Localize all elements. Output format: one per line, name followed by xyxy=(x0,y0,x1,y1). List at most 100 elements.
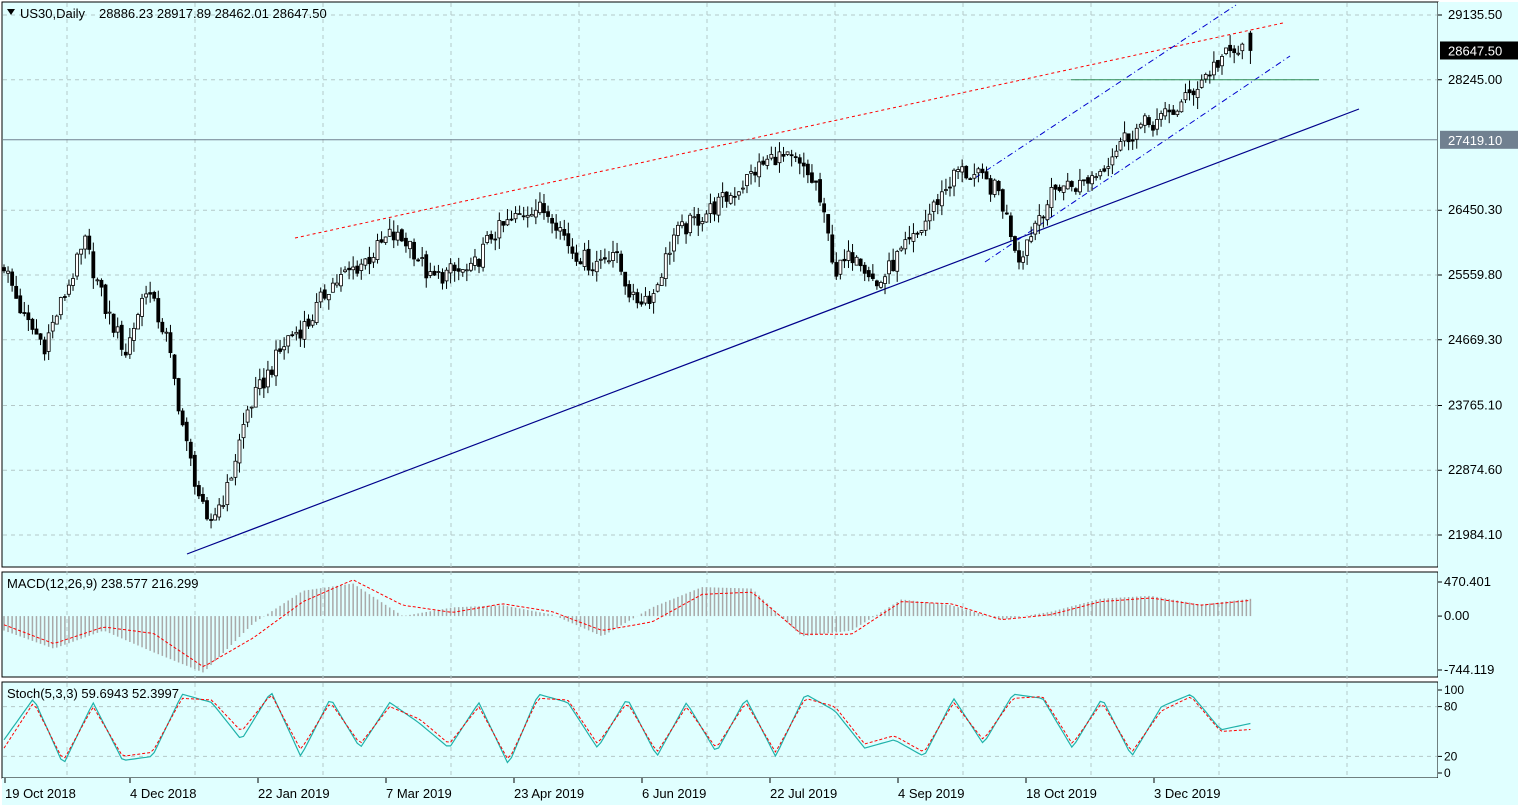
bull-candle xyxy=(387,228,392,237)
bear-candle xyxy=(42,339,47,355)
bull-candle xyxy=(473,256,477,266)
bear-candle xyxy=(1004,212,1009,215)
bear-candle xyxy=(347,267,352,271)
macd-series xyxy=(3,579,1252,673)
bull-candle xyxy=(310,320,315,326)
bull-candle xyxy=(225,482,230,506)
bull-candle xyxy=(351,266,356,271)
bull-candle xyxy=(1045,204,1050,221)
bear-candle xyxy=(26,312,31,321)
bull-candle xyxy=(927,213,932,222)
bull-candle xyxy=(956,169,960,172)
bear-candle xyxy=(148,292,153,295)
bear-candle xyxy=(996,180,1001,192)
bull-candle xyxy=(1134,127,1139,140)
bull-candle xyxy=(1195,88,1200,99)
bear-candle xyxy=(416,259,421,262)
bear-candle xyxy=(501,221,506,226)
stoch-main-line xyxy=(3,692,1251,764)
bull-candle xyxy=(164,331,169,334)
bull-candle xyxy=(663,253,668,279)
bull-candle xyxy=(704,213,709,223)
bear-candle xyxy=(509,218,514,221)
bull-candle xyxy=(241,424,246,439)
bull-candle xyxy=(408,240,412,250)
ohlc-values: 28886.23 28917.89 28462.01 28647.50 xyxy=(99,6,327,21)
bull-candle xyxy=(1142,115,1147,126)
bull-candle xyxy=(611,252,615,261)
bear-candle xyxy=(521,215,526,218)
bull-candle xyxy=(249,406,254,409)
bull-candle xyxy=(598,258,603,261)
bull-candle xyxy=(879,282,883,288)
bear-candle xyxy=(562,229,567,236)
bear-candle xyxy=(623,271,628,287)
bear-candle xyxy=(1008,215,1013,237)
time-tick-label: 19 Oct 2018 xyxy=(5,786,76,801)
bull-candle xyxy=(895,251,900,272)
bull-candle xyxy=(960,166,965,173)
bear-candle xyxy=(261,377,266,389)
macd-tick-label: -744.119 xyxy=(1444,662,1494,677)
bull-candle xyxy=(217,504,222,518)
bear-candle xyxy=(810,172,814,183)
bear-candle xyxy=(119,324,124,350)
price-tick-label: 25559.80 xyxy=(1448,267,1502,282)
bear-candle xyxy=(773,156,778,166)
stoch-tick-label: 20 xyxy=(1444,749,1458,763)
bear-candle xyxy=(270,369,274,375)
bear-candle xyxy=(1053,184,1058,190)
bull-candle xyxy=(265,369,270,388)
bull-candle xyxy=(339,274,343,287)
bear-candle xyxy=(814,180,818,183)
bear-candle xyxy=(1228,44,1233,52)
bull-candle xyxy=(395,231,400,241)
bear-candle xyxy=(546,211,550,217)
bull-candle xyxy=(144,293,149,298)
bull-candle xyxy=(359,263,364,271)
bear-candle xyxy=(842,258,847,262)
bear-candle xyxy=(1073,188,1078,192)
bull-candle xyxy=(1155,119,1159,130)
triangle-down-icon[interactable] xyxy=(7,9,15,15)
bull-candle xyxy=(558,227,563,232)
bear-candle xyxy=(306,318,311,327)
bear-candle xyxy=(399,229,404,242)
bull-candle xyxy=(513,213,518,220)
bull-candle xyxy=(420,257,425,260)
current-price-tag xyxy=(1440,41,1518,60)
bull-candle xyxy=(777,151,782,164)
bear-candle xyxy=(180,410,185,426)
bear-candle xyxy=(404,237,408,247)
channel-upper-line xyxy=(974,4,1237,179)
bear-candle xyxy=(1191,90,1196,96)
bull-candle xyxy=(237,439,242,464)
bull-candle xyxy=(233,460,238,478)
bear-candle xyxy=(1082,179,1086,182)
bull-candle xyxy=(318,291,323,303)
bull-candle xyxy=(899,247,904,251)
current-price-label: 28647.50 xyxy=(1448,43,1502,58)
bull-candle xyxy=(294,331,299,335)
bear-candle xyxy=(980,168,985,174)
macd-tick-label: 0.00 xyxy=(1444,608,1469,623)
bull-candle xyxy=(741,187,745,190)
bull-candle xyxy=(749,171,753,174)
macd-tick-label: 470.401 xyxy=(1444,574,1491,589)
bull-candle xyxy=(939,191,944,207)
stoch-title: Stoch(5,3,3) 59.6943 52.3997 xyxy=(7,686,179,701)
bull-candle xyxy=(976,168,981,174)
bull-candle xyxy=(1025,239,1030,256)
time-tick-label: 3 Dec 2019 xyxy=(1154,786,1221,801)
bull-candle xyxy=(757,161,762,178)
bull-candle xyxy=(972,174,977,179)
bull-candle xyxy=(1183,92,1188,101)
bull-candle xyxy=(330,282,335,293)
bull-candle xyxy=(688,214,693,234)
bear-candle xyxy=(793,156,798,159)
stoch-signal-line xyxy=(3,695,1251,760)
macd-title: MACD(12,26,9) 238.577 216.299 xyxy=(7,576,199,591)
bull-candle xyxy=(952,169,956,187)
